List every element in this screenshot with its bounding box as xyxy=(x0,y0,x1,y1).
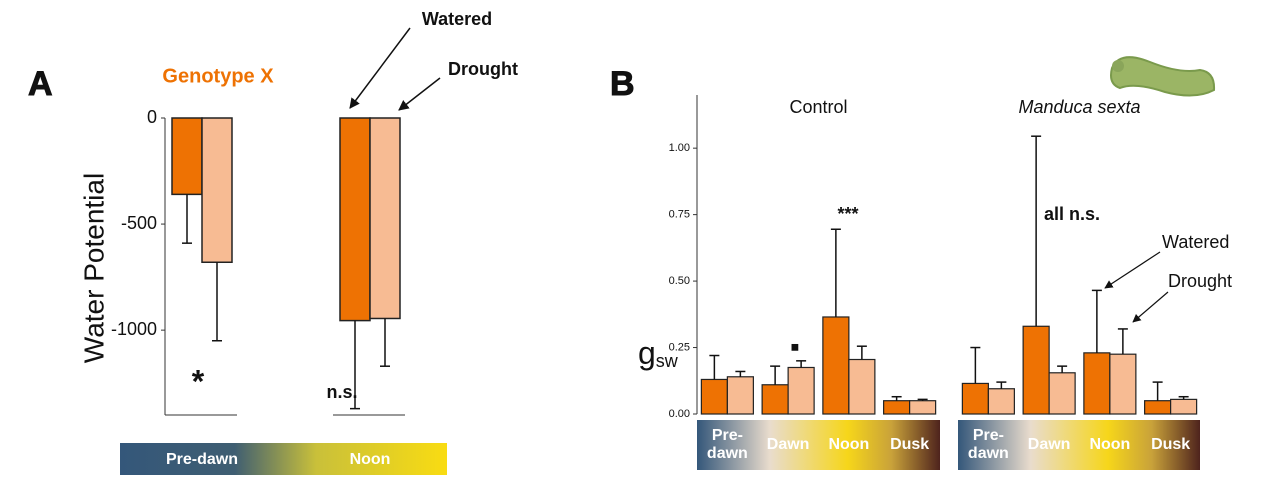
bar xyxy=(1048,372,1076,415)
bar xyxy=(761,384,789,415)
x-category-label: Noon xyxy=(1089,436,1131,453)
bar xyxy=(726,376,754,415)
y-tick-label: 1.00 xyxy=(669,142,690,154)
panel-label: A xyxy=(28,65,53,103)
bar xyxy=(883,400,911,415)
time-gradient xyxy=(120,443,447,475)
y-axis-label-main: g xyxy=(638,335,656,371)
x-category-label: Pre-dawn xyxy=(967,427,1009,462)
bar xyxy=(201,117,233,264)
bar xyxy=(339,117,371,322)
x-category-label: Dusk xyxy=(1151,436,1191,453)
y-tick-label: 0.25 xyxy=(669,341,690,353)
bar xyxy=(700,378,728,415)
legend-arrow xyxy=(1132,291,1169,323)
bar xyxy=(369,117,401,320)
caterpillar-icon xyxy=(1110,56,1216,97)
annotation: *** xyxy=(837,204,858,224)
time-gradient xyxy=(958,420,1200,470)
y-tick-label: -1000 xyxy=(111,319,157,339)
x-category-label: Noon xyxy=(828,436,870,453)
bar xyxy=(848,358,876,415)
bar xyxy=(1144,400,1172,415)
legend-label: Drought xyxy=(1168,271,1232,291)
legend-arrow xyxy=(1104,251,1161,289)
time-gradient xyxy=(697,420,940,470)
annotation: n.s. xyxy=(326,382,357,402)
y-tick-label: -500 xyxy=(121,213,157,233)
annotation: ■ xyxy=(791,339,799,355)
chart-title: Genotype X xyxy=(162,65,274,87)
facet-title: Manduca sexta xyxy=(1018,97,1140,117)
y-tick-label: 0.50 xyxy=(669,275,690,287)
legend-label: Watered xyxy=(1162,232,1229,252)
facet-title: Control xyxy=(789,97,847,117)
bar xyxy=(171,117,203,196)
bar xyxy=(787,366,815,415)
bar xyxy=(822,316,850,415)
y-tick-label: 0.00 xyxy=(669,408,690,420)
legend-label: Watered xyxy=(422,9,492,29)
x-category-label: Pre-dawn xyxy=(166,451,238,468)
bar xyxy=(909,400,937,415)
y-axis-label: gsw xyxy=(638,335,679,371)
y-axis-label-sub: sw xyxy=(656,351,679,371)
panel-label: B xyxy=(610,65,635,103)
bar xyxy=(961,382,989,415)
y-axis-label: Water Potential xyxy=(78,173,109,363)
x-category-label: Dawn xyxy=(766,436,810,453)
bar xyxy=(1083,352,1111,415)
annotation: * xyxy=(192,363,205,399)
x-category-label: Pre-dawn xyxy=(706,427,748,462)
bar xyxy=(1109,353,1137,415)
legend-label: Drought xyxy=(448,59,518,79)
x-category-label: Noon xyxy=(350,451,391,468)
y-tick-label: 0.75 xyxy=(669,209,690,221)
y-tick-label: 0 xyxy=(147,107,157,127)
annotation: all n.s. xyxy=(1044,204,1100,224)
bar xyxy=(1022,325,1050,415)
x-category-label: Dusk xyxy=(890,436,930,453)
bar xyxy=(987,388,1015,415)
bar xyxy=(1170,398,1198,415)
legend-arrow xyxy=(349,27,411,109)
legend-arrow xyxy=(398,77,441,111)
x-category-label: Dawn xyxy=(1027,436,1071,453)
